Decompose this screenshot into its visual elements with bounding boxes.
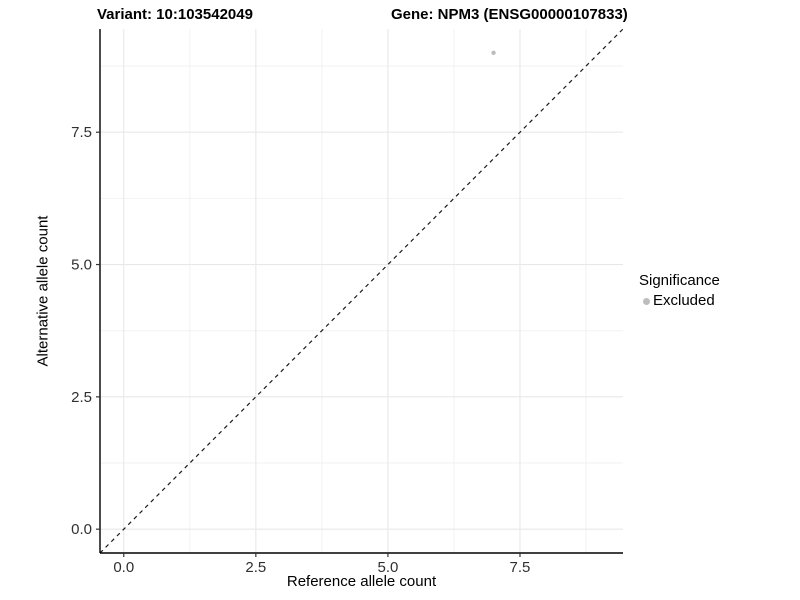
legend-key	[639, 297, 653, 305]
y-tick-label: 5.0	[71, 257, 92, 274]
x-tick-label: 2.5	[245, 559, 266, 576]
y-axis-label: Alternative allele count	[34, 215, 52, 367]
plot-title-variant: Variant: 10:103542049	[97, 6, 253, 23]
legend: Significance Excluded	[639, 272, 720, 310]
x-tick-label: 7.5	[510, 559, 531, 576]
y-tick-label: 7.5	[71, 124, 92, 141]
legend-title: Significance	[639, 272, 720, 289]
x-tick-label: 0.0	[113, 559, 134, 576]
x-tick-label: 5.0	[377, 559, 398, 576]
data-point	[491, 50, 496, 56]
excluded-point-icon	[642, 297, 650, 305]
legend-item-label: Excluded	[653, 292, 715, 309]
legend-item-excluded: Excluded	[639, 292, 720, 310]
identity-line	[99, 28, 624, 554]
x-axis-label: Reference allele count	[286, 573, 437, 590]
y-tick-label: 0.0	[71, 521, 92, 538]
y-tick-label: 2.5	[71, 389, 92, 406]
plot-title-gene: Gene: NPM3 (ENSG00000107833)	[391, 6, 628, 23]
